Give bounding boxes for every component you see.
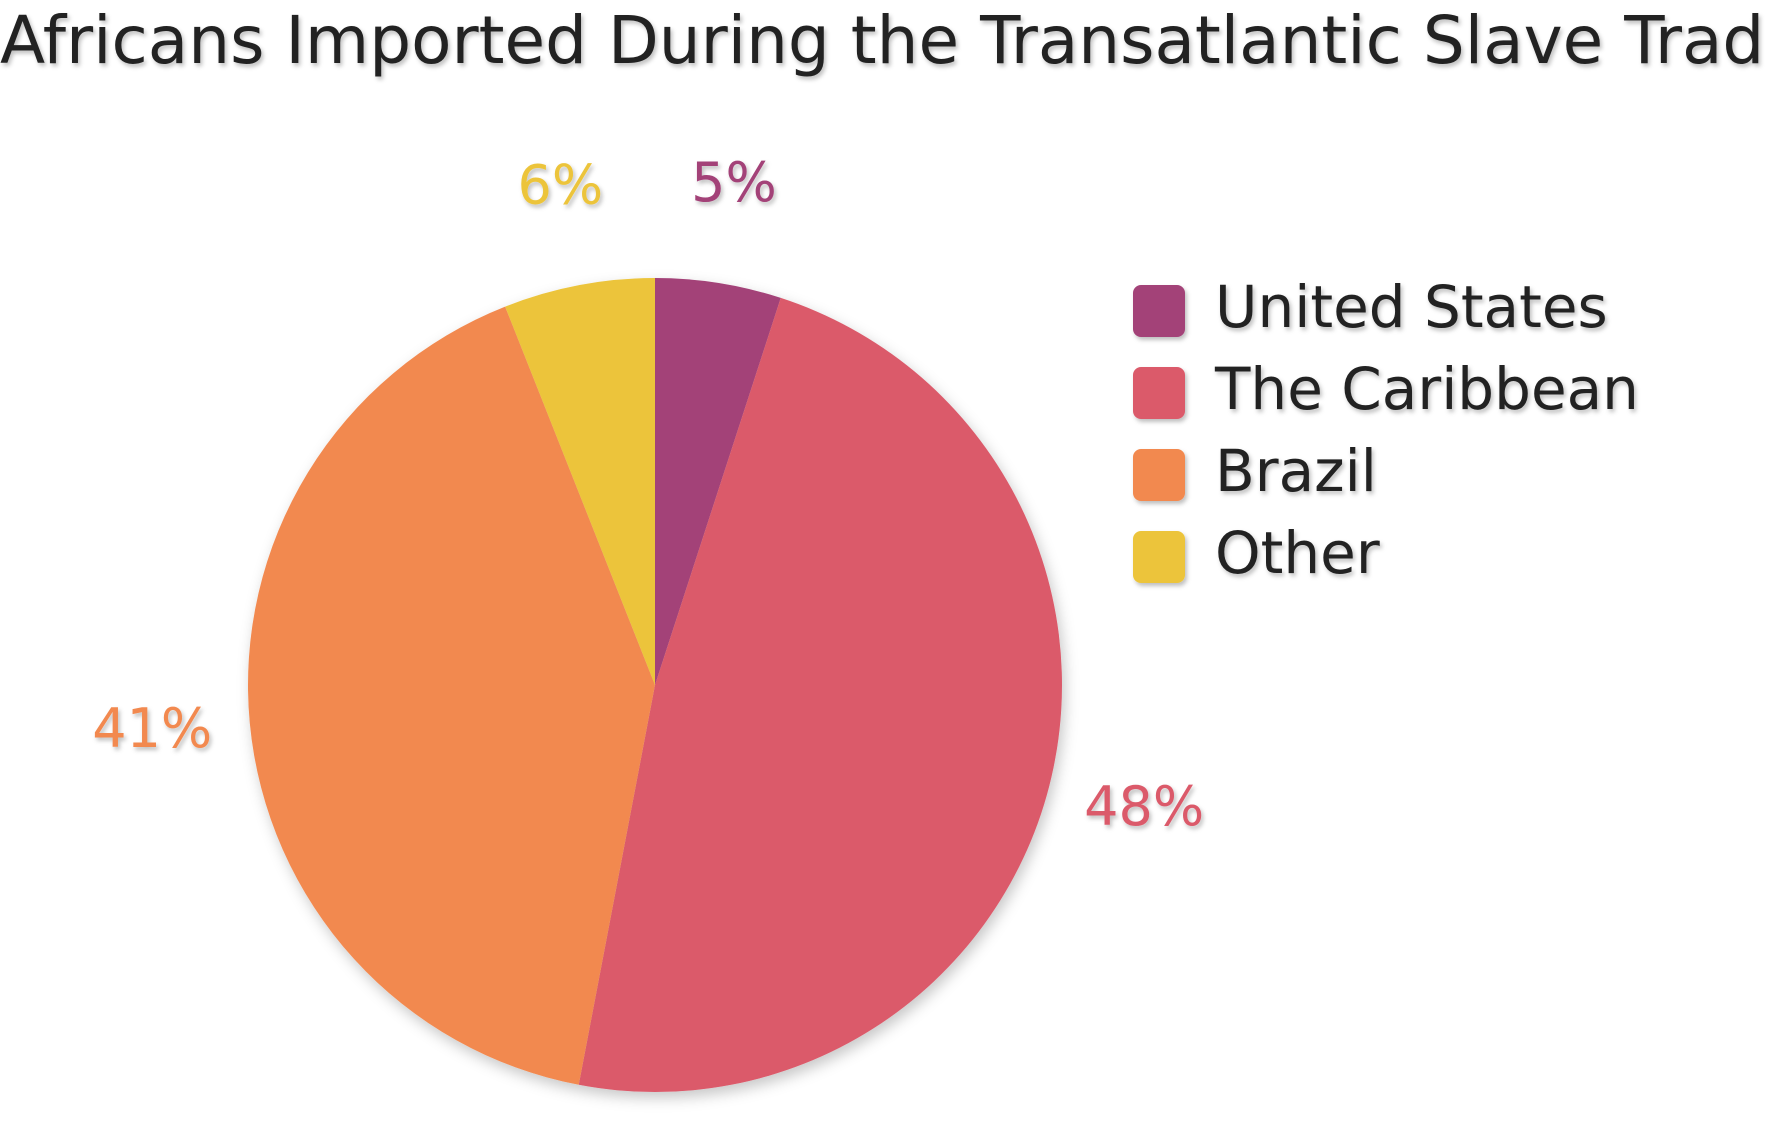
- legend-label-other: Other: [1215, 519, 1380, 587]
- legend-item-the-caribbean: The Caribbean: [1133, 355, 1639, 423]
- legend-swatch-brazil: [1133, 449, 1185, 501]
- pie-slice-brazil: [248, 306, 655, 1085]
- pie-slices: [248, 278, 1062, 1092]
- legend-swatch-other: [1133, 531, 1185, 583]
- legend-label-brazil: Brazil: [1215, 437, 1377, 505]
- slice-label-other: 6%: [518, 154, 604, 217]
- pie-slice-other: [505, 278, 655, 685]
- slice-label-the-caribbean: 48%: [1084, 775, 1204, 838]
- legend: United States The Caribbean Brazil Other: [1133, 273, 1639, 587]
- slice-label-united-states: 5%: [691, 151, 777, 214]
- legend-label-united-states: United States: [1215, 273, 1608, 341]
- legend-item-other: Other: [1133, 519, 1380, 587]
- pie-slice-the-caribbean: [578, 297, 1062, 1092]
- legend-item-united-states: United States: [1133, 273, 1608, 341]
- legend-swatch-united-states: [1133, 285, 1185, 337]
- chart-title: Africans Imported During the Transatlant…: [0, 2, 1765, 79]
- legend-item-brazil: Brazil: [1133, 437, 1377, 505]
- slice-labels: 5% 48% 41% 6%: [92, 151, 1204, 838]
- legend-swatch-the-caribbean: [1133, 367, 1185, 419]
- slice-label-brazil: 41%: [92, 697, 212, 760]
- pie-slice-united-states: [655, 278, 781, 685]
- legend-label-the-caribbean: The Caribbean: [1214, 355, 1639, 423]
